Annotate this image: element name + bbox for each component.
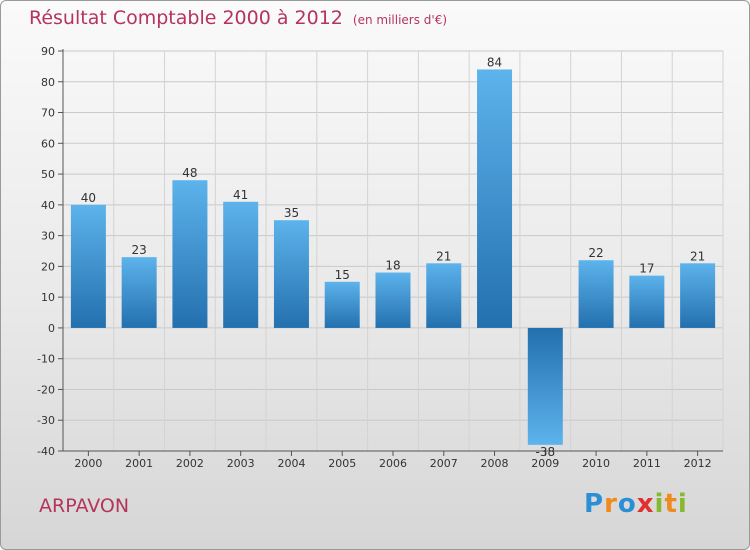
bar (578, 260, 614, 328)
bar (629, 275, 665, 328)
data-label: 17 (639, 262, 654, 276)
proxiti-logo: Proxiti (584, 489, 688, 519)
y-tick-label: -10 (37, 353, 55, 366)
x-tick-label: 2011 (633, 457, 661, 470)
x-tick-label: 2012 (684, 457, 712, 470)
y-tick-label: 30 (41, 230, 55, 243)
logo-letter: r (604, 489, 618, 519)
x-tick-label: 2009 (531, 457, 559, 470)
y-tick-label: 60 (41, 137, 55, 150)
x-tick-label: 2010 (582, 457, 610, 470)
bar (375, 272, 411, 328)
data-label: 21 (436, 249, 451, 263)
bar (477, 69, 513, 328)
y-tick-label: 40 (41, 199, 55, 212)
data-label: 84 (487, 55, 502, 69)
x-tick-label: 2005 (328, 457, 356, 470)
bar (324, 281, 360, 328)
y-tick-label: 20 (41, 260, 55, 273)
logo-letter: x (636, 489, 655, 519)
y-tick-label: -20 (37, 383, 55, 396)
logo-letter: t (664, 489, 678, 519)
bar (273, 220, 309, 328)
x-tick-label: 2007 (430, 457, 458, 470)
x-tick-label: 2006 (379, 457, 407, 470)
data-label: 18 (385, 259, 400, 273)
y-tick-label: 70 (41, 107, 55, 120)
data-label: 23 (132, 243, 147, 257)
data-label: 22 (588, 246, 603, 260)
data-label: 41 (233, 188, 248, 202)
x-tick-label: 2004 (277, 457, 305, 470)
x-tick-label: 2002 (176, 457, 204, 470)
chart-title-block: Résultat Comptable 2000 à 2012 (en millie… (29, 7, 447, 29)
bar (680, 263, 716, 328)
labels: 9080706050403020100-10-20-30-40402000232… (37, 45, 712, 470)
data-label: -38 (536, 445, 556, 459)
x-tick-label: 2000 (74, 457, 102, 470)
y-tick-label: -40 (37, 445, 55, 458)
chart-title: Résultat Comptable 2000 à 2012 (29, 7, 343, 29)
grid (62, 50, 724, 452)
chart-unit: (en milliers d'€) (352, 13, 448, 27)
x-tick-label: 2008 (481, 457, 509, 470)
x-tick-label: 2003 (227, 457, 255, 470)
y-tick-label: 0 (48, 322, 55, 335)
bar (172, 180, 208, 328)
bars (70, 69, 716, 445)
bar (426, 263, 462, 328)
y-tick-label: 90 (41, 45, 55, 58)
y-tick-label: 80 (41, 76, 55, 89)
x-tick-label: 2001 (125, 457, 153, 470)
axes (58, 49, 723, 456)
data-label: 21 (690, 249, 705, 263)
y-tick-label: 10 (41, 291, 55, 304)
logo-letter: P (584, 489, 605, 519)
bar (223, 201, 259, 328)
data-label: 35 (284, 206, 299, 220)
y-tick-label: 50 (41, 168, 55, 181)
data-label: 15 (335, 268, 350, 282)
logo-letter: i (654, 489, 665, 519)
commune-name: ARPAVON (39, 495, 130, 517)
bar (527, 327, 563, 445)
logo-letter: o (617, 489, 637, 519)
data-label: 40 (81, 191, 96, 205)
logo-letter: i (677, 489, 688, 519)
bar (121, 257, 157, 328)
y-tick-label: -30 (37, 414, 55, 427)
data-label: 48 (182, 166, 197, 180)
bar (70, 204, 106, 328)
